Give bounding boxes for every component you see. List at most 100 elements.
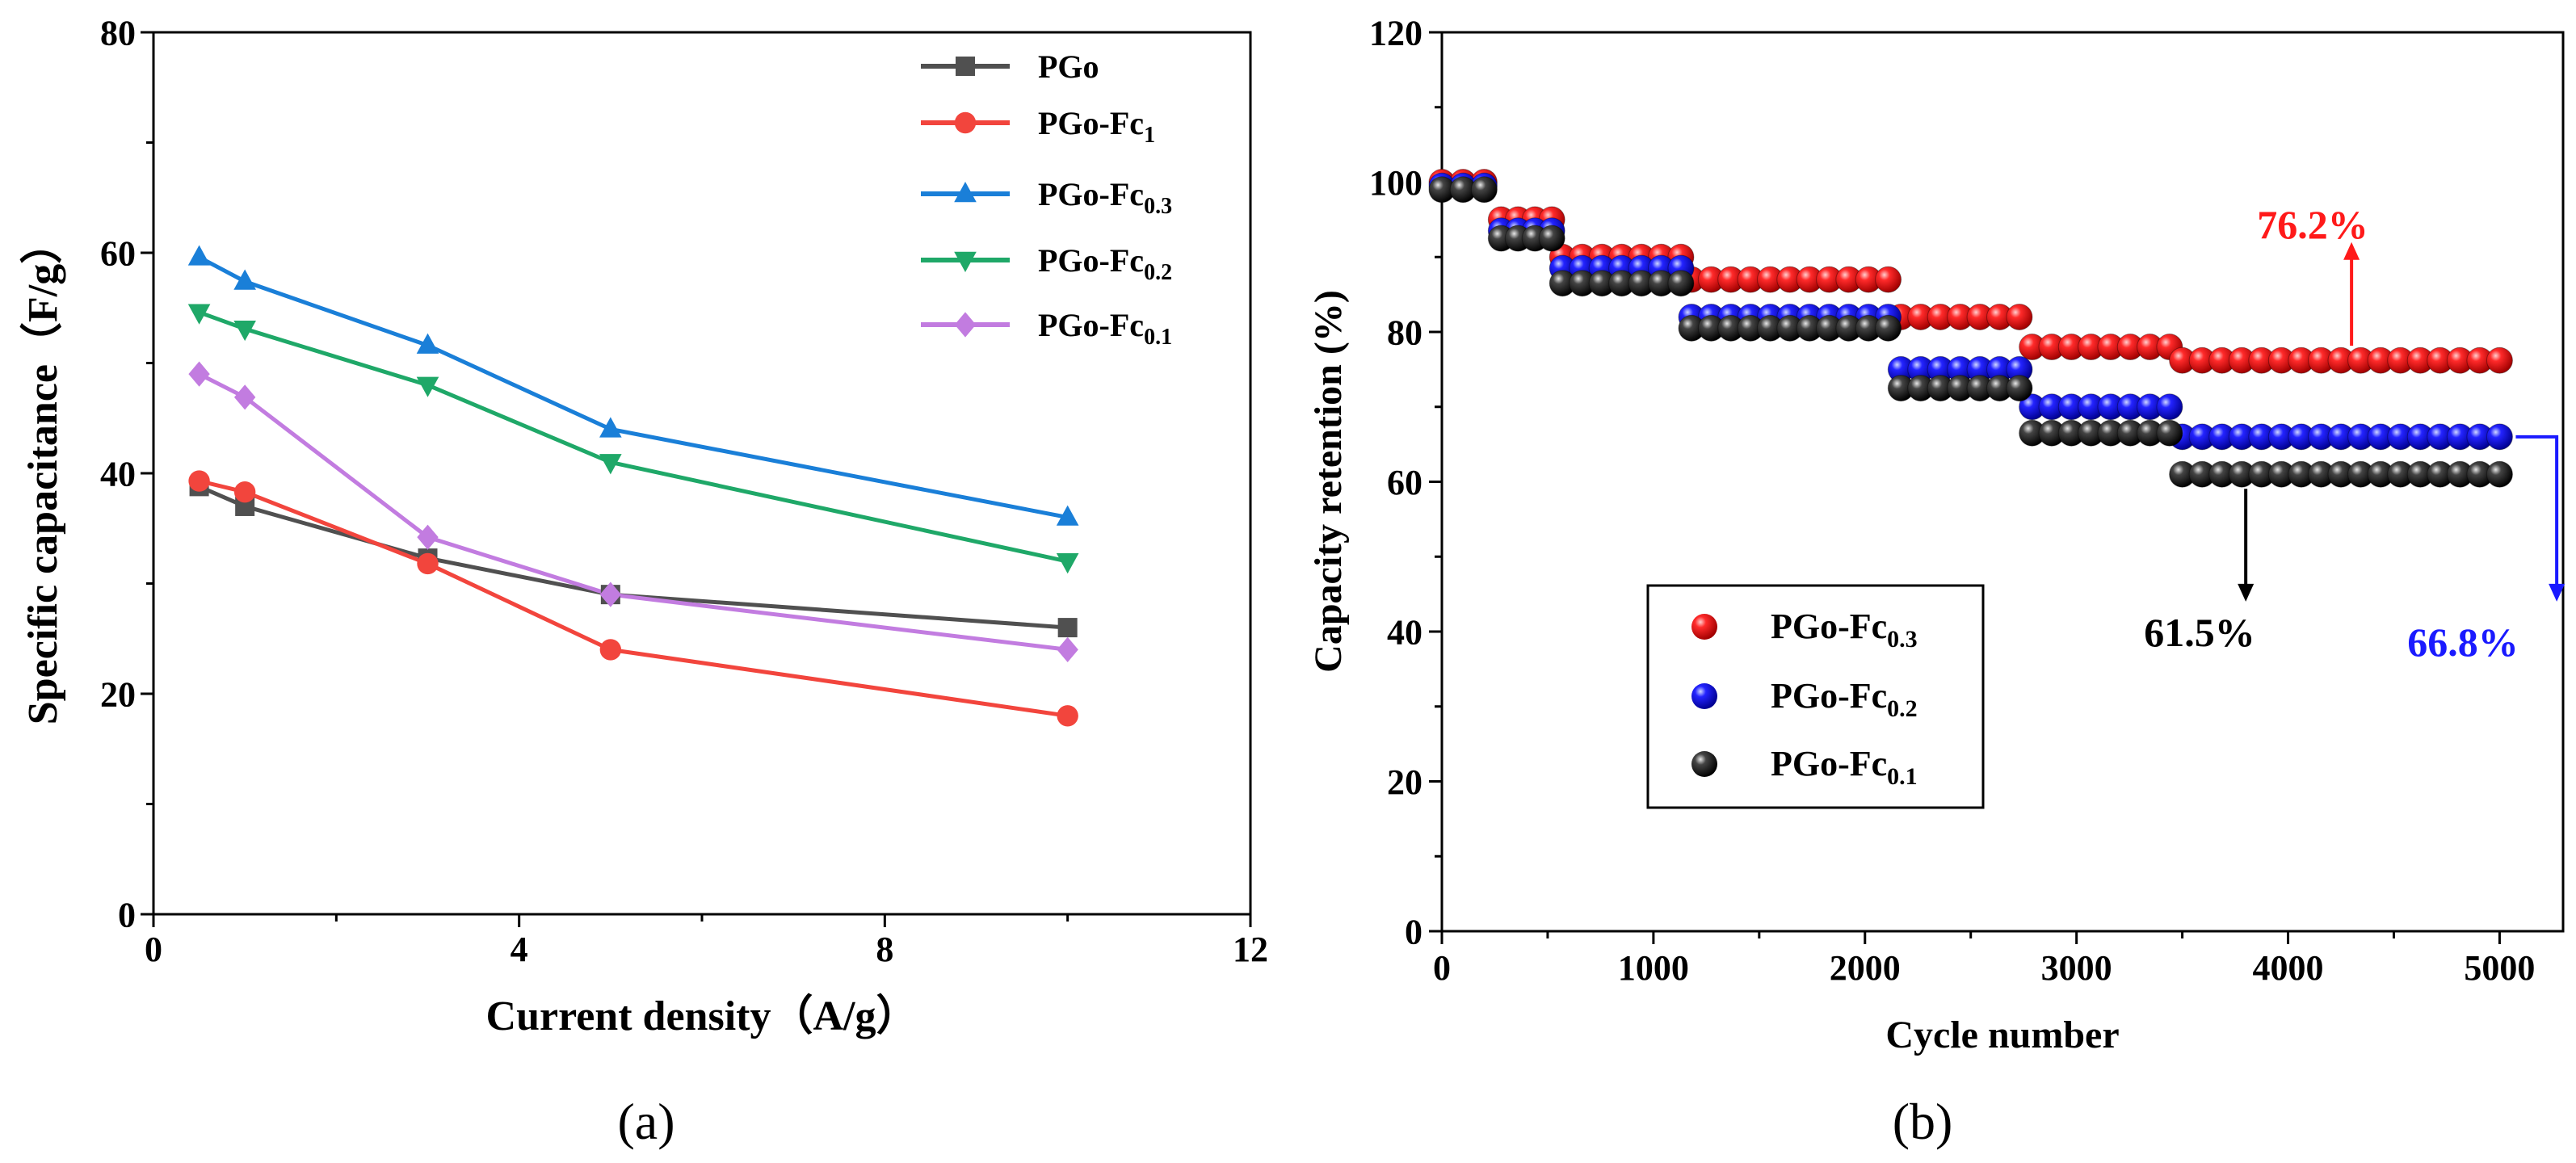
panel-b-y-axis-title: Capacity retention (%) bbox=[1307, 290, 1350, 673]
data-point-pgo-fc-0-3 bbox=[187, 245, 211, 266]
panel-a-plot-frame bbox=[152, 31, 1252, 916]
data-point-pgo-fc-0-3 bbox=[416, 333, 439, 354]
data-point-pgo-fc-1 bbox=[599, 639, 622, 661]
legend-item-b-pgo-fc01: PGo-Fc0.1 bbox=[1691, 744, 1918, 790]
y-tick-label: 40 bbox=[1387, 612, 1422, 652]
x-tick-label: 3000 bbox=[2041, 948, 2112, 988]
data-point-pgo-fc-0-1 bbox=[599, 582, 622, 607]
data-point-pgo-fc-0-1 bbox=[233, 384, 256, 410]
annotation-61-5: 61.5% bbox=[2144, 489, 2255, 655]
y-tick-label: 60 bbox=[1387, 463, 1422, 502]
x-tick-label: 5000 bbox=[2464, 948, 2535, 988]
data-point-pgo-fc-0-2 bbox=[416, 376, 439, 397]
legend-label-pgo-fc02: PGo-Fc0.2 bbox=[1038, 242, 1172, 285]
annotation-76-2: 76.2% bbox=[2257, 202, 2368, 346]
panel-a-y-axis-title: Specific capacitance（F/g） bbox=[19, 222, 66, 724]
legend-label-pgo-fc01: PGo-Fc0.1 bbox=[1038, 307, 1172, 350]
annotation-66-8-label: 66.8% bbox=[2407, 619, 2519, 665]
annotation-66-8: 66.8% bbox=[2407, 435, 2565, 665]
x-tick-label: 0 bbox=[145, 930, 162, 969]
data-point-pgo-fc-0-2 bbox=[1056, 553, 1079, 574]
legend-label-b-pgo-fc02: PGo-Fc0.2 bbox=[1771, 676, 1918, 722]
y-tick-label: 0 bbox=[118, 895, 136, 934]
data-point-pgo-fc-0-1 bbox=[188, 361, 210, 387]
x-tick-label: 12 bbox=[1233, 930, 1268, 969]
data-point-pgo-fc-0-2 bbox=[599, 454, 622, 475]
data-point-pgo-fc-0-1 bbox=[1667, 270, 1695, 297]
data-point-pgo-fc-0-1 bbox=[1057, 636, 1078, 662]
data-point-pgo-fc-0-3 bbox=[1875, 266, 1902, 293]
data-point-pgo-fc-1 bbox=[1057, 705, 1078, 727]
legend-label-pgo-fc03: PGo-Fc0.3 bbox=[1038, 176, 1172, 219]
data-point-pgo-fc-1 bbox=[417, 552, 439, 575]
panel-a-ticks: 0 4 8 12 0 20 40 60 80 bbox=[100, 13, 1268, 969]
x-tick-label: 1000 bbox=[1618, 948, 1689, 988]
legend-marker-pgo-fc-0-1 bbox=[954, 312, 977, 338]
legend-item-b-pgo-fc03: PGo-Fc0.3 bbox=[1691, 607, 1918, 653]
legend-label-b-pgo-fc03: PGo-Fc0.3 bbox=[1771, 607, 1918, 653]
data-point-pgo-fc-0-3 bbox=[2486, 346, 2513, 374]
x-tick-label: 4 bbox=[511, 930, 528, 969]
data-point-pgo-fc-0-1 bbox=[417, 524, 439, 550]
series-line-pgo bbox=[198, 485, 1068, 630]
legend-item-pgo-fc03: PGo-Fc0.3 bbox=[921, 176, 1172, 219]
y-tick-label: 120 bbox=[1369, 13, 1422, 52]
x-tick-label: 0 bbox=[1433, 948, 1451, 988]
y-tick-label: 20 bbox=[1387, 762, 1422, 802]
y-tick-label: 60 bbox=[100, 233, 136, 273]
data-point-pgo-fc-0-1 bbox=[1538, 225, 1565, 252]
legend-item-pgo: PGo bbox=[921, 48, 1099, 85]
legend-item-pgo-fc02: PGo-Fc0.2 bbox=[921, 242, 1172, 285]
data-point-pgo bbox=[1057, 618, 1078, 638]
panel-b-chart: 0 1000 2000 3000 4000 5000 0 20 40 60 80 100 120 76.… bbox=[1307, 13, 2565, 1150]
panel-b-annotations: 76.2% 61.5% 66.8% bbox=[2144, 202, 2565, 665]
data-point-pgo-fc-0-1 bbox=[2156, 419, 2183, 447]
data-point-pgo-fc-0-2 bbox=[187, 304, 211, 325]
data-point-pgo-fc-0-1 bbox=[1470, 176, 1498, 204]
data-point-pgo-fc-0-3 bbox=[233, 269, 256, 290]
legend-marker-pgo-fc-0-3 bbox=[954, 182, 977, 203]
legend-label-b-pgo-fc01: PGo-Fc0.1 bbox=[1771, 744, 1918, 790]
data-point-pgo-fc-1 bbox=[188, 470, 210, 492]
y-tick-label: 80 bbox=[1387, 313, 1422, 352]
data-point-pgo-fc-0-2 bbox=[2486, 423, 2513, 451]
legend-marker-pgo bbox=[956, 57, 975, 76]
data-point-pgo-fc-0-1 bbox=[2486, 460, 2513, 488]
annotation-61-5-label: 61.5% bbox=[2144, 610, 2255, 655]
legend-item-pgo-fc01: PGo-Fc0.1 bbox=[921, 307, 1172, 350]
panel-b-ticks: 0 1000 2000 3000 4000 5000 0 20 40 60 80 100 120 bbox=[1369, 13, 2535, 988]
panel-b-x-axis-title: Cycle number bbox=[1885, 1014, 2119, 1056]
data-point-pgo-fc-0-1 bbox=[1875, 314, 1902, 342]
y-tick-label: 20 bbox=[100, 674, 136, 714]
x-tick-label: 2000 bbox=[1830, 948, 1901, 988]
x-tick-label: 8 bbox=[876, 930, 893, 969]
panel-a-caption: (a) bbox=[617, 1093, 674, 1150]
panel-a-legend: PGo PGo-Fc1 PGo-Fc0.3 PGo-Fc0.2 PGo-Fc0. bbox=[921, 48, 1172, 350]
panel-a-series-markers bbox=[187, 245, 1079, 727]
panel-b-data-points bbox=[1428, 169, 2513, 488]
data-point-pgo-fc-0-2 bbox=[2156, 393, 2183, 421]
legend-marker-pgo-fc-1 bbox=[954, 111, 977, 134]
legend-item-b-pgo-fc02: PGo-Fc0.2 bbox=[1691, 676, 1918, 722]
data-point-pgo-fc-0-2 bbox=[233, 320, 256, 342]
panel-a-x-axis-title: Current density（A/g） bbox=[486, 993, 918, 1039]
y-tick-label: 40 bbox=[100, 454, 136, 493]
legend-label-pgo: PGo bbox=[1038, 48, 1099, 85]
legend-marker-pgo-fc-0-2 bbox=[954, 251, 977, 272]
data-point-pgo-fc-0-3 bbox=[2006, 303, 2033, 330]
y-tick-label: 80 bbox=[100, 13, 136, 52]
data-point-pgo-fc-0-3 bbox=[599, 417, 622, 438]
legend-label-pgo-fc1: PGo-Fc1 bbox=[1038, 105, 1155, 148]
panel-b-caption: (b) bbox=[1893, 1093, 1953, 1150]
y-tick-label: 100 bbox=[1369, 163, 1422, 203]
legend-item-pgo-fc1: PGo-Fc1 bbox=[921, 105, 1155, 148]
panel-b-legend: PGo-Fc0.3 PGo-Fc0.2 PGo-Fc0.1 bbox=[1646, 584, 1985, 809]
x-tick-label: 4000 bbox=[2253, 948, 2324, 988]
panel-a-chart: 0 4 8 12 0 20 40 60 80 PGo PGo-Fc1 PGo-Fc0.3 bbox=[19, 13, 1268, 1150]
data-point-pgo-fc-0-3 bbox=[1056, 505, 1079, 526]
annotation-76-2-label: 76.2% bbox=[2257, 202, 2368, 247]
series-line-pgo-fc-0-1 bbox=[198, 372, 1068, 652]
series-line-pgo-fc-0-3 bbox=[198, 255, 1069, 520]
data-point-pgo-fc-1 bbox=[233, 481, 256, 503]
